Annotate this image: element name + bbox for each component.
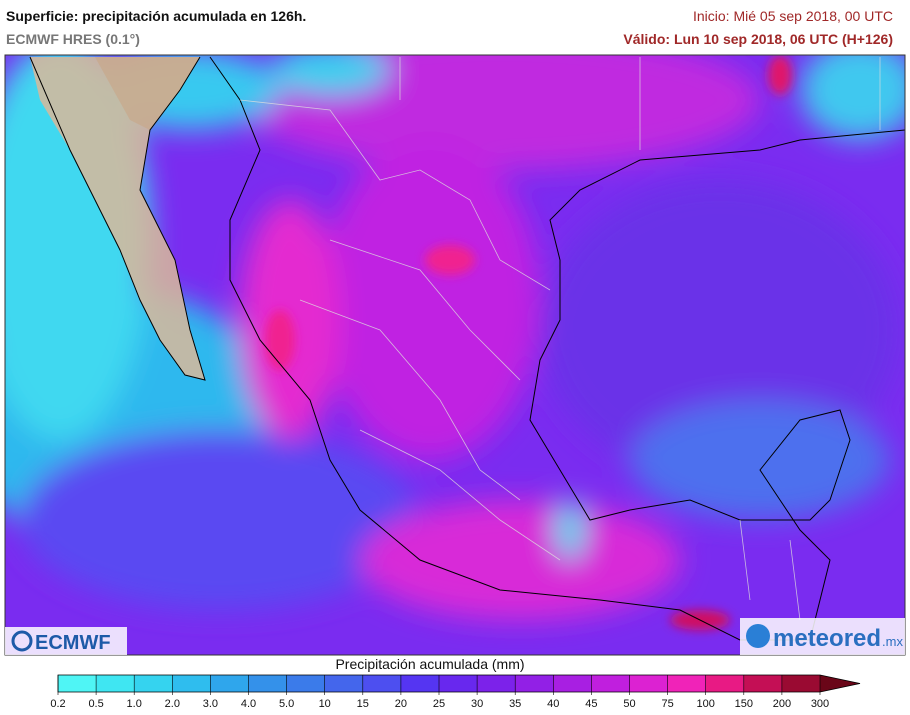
colorbar: 0.2 0.5 1.0 2.0 3.0 4.0 5.0 10 15 20 25 30 35 40 45 50 7… xyxy=(50,674,861,710)
ecmwf-logo: ECMWF xyxy=(5,627,127,655)
colorbar-segment xyxy=(172,675,211,692)
colorbar-tick-label: 30 xyxy=(471,698,483,710)
colorbar-tick-label: 100 xyxy=(697,698,715,710)
meteored-logo-text: meteored xyxy=(773,625,881,652)
colorbar-tick-label: 40 xyxy=(547,698,559,710)
colorbar-segment xyxy=(96,675,135,692)
colorbar-segment xyxy=(477,675,516,692)
colorbar-segment xyxy=(58,675,97,692)
colorbar-segment xyxy=(286,675,326,692)
colorbar-tick-label: 1.0 xyxy=(127,698,142,710)
colorbar-tick-label: 20 xyxy=(395,698,407,710)
colorbar-tick-label: 2.0 xyxy=(165,698,180,710)
colorbar-tick-label: 45 xyxy=(585,698,597,710)
colorbar-tick-label: 35 xyxy=(509,698,521,710)
colorbar-tick-label: 300 xyxy=(811,698,829,710)
colorbar-tick-label: 15 xyxy=(357,698,369,710)
subtitle: ECMWF HRES (0.1°) xyxy=(6,31,140,47)
meteored-logo-suffix: .mx xyxy=(882,634,903,649)
colorbar-segment xyxy=(210,675,249,692)
colorbar-tick-label: 4.0 xyxy=(241,698,256,710)
colorbar-segment xyxy=(629,675,669,692)
colorbar-segment xyxy=(591,675,630,692)
colorbar-tick-label: 25 xyxy=(433,698,445,710)
valid-time: Válido: Lun 10 sep 2018, 06 UTC (H+126) xyxy=(623,31,893,47)
colorbar-tick-label: 5.0 xyxy=(279,698,294,710)
colorbar-tick-label: 0.2 xyxy=(50,698,65,710)
colorbar-tick-label: 200 xyxy=(773,698,791,710)
map xyxy=(5,55,905,655)
colorbar-segment xyxy=(134,675,173,692)
title: Superficie: precipitación acumulada en 1… xyxy=(6,8,306,24)
colorbar-segment xyxy=(667,675,707,692)
colorbar-segment xyxy=(324,675,364,692)
colorbar-segment xyxy=(781,675,821,692)
colorbar-segment xyxy=(400,675,440,692)
colorbar-tick-label: 3.0 xyxy=(203,698,218,710)
colorbar-segment xyxy=(362,675,402,692)
meteored-logo: meteored .mx xyxy=(740,618,905,655)
ecmwf-logo-text: ECMWF xyxy=(35,632,111,654)
colorbar-segment xyxy=(705,675,745,692)
colorbar-segment xyxy=(553,675,592,692)
start-time: Inicio: Mié 05 sep 2018, 00 UTC xyxy=(693,8,893,24)
colorbar-tick-label: 75 xyxy=(661,698,673,710)
colorbar-tick-label: 0.5 xyxy=(88,698,103,710)
colorbar-arrow xyxy=(820,675,860,692)
map-frame xyxy=(4,54,906,656)
colorbar-segment xyxy=(439,675,478,692)
colorbar-segment xyxy=(515,675,554,692)
legend-title: Precipitación acumulada (mm) xyxy=(335,656,524,672)
colorbar-tick-label: 10 xyxy=(319,698,331,710)
colorbar-segment xyxy=(743,675,783,692)
colorbar-segment xyxy=(248,675,288,692)
colorbar-tick-label: 150 xyxy=(735,698,753,710)
colorbar-tick-label: 50 xyxy=(623,698,635,710)
